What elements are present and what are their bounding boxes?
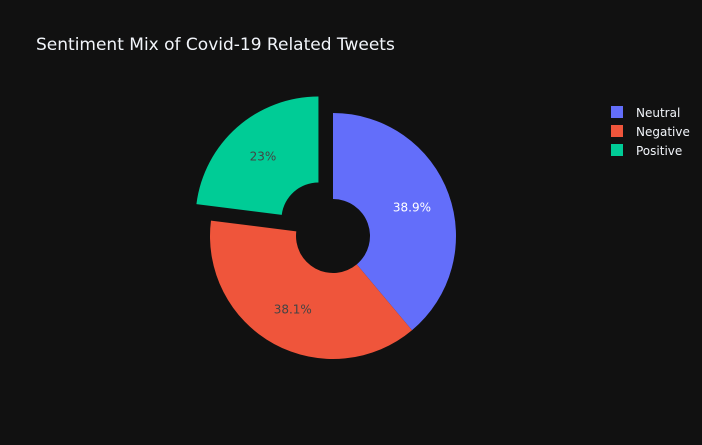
slice-label-positive: 23% <box>250 149 277 163</box>
pie-slice-labels: 38.9% 38.1% 23% <box>250 149 431 316</box>
legend-item-positive[interactable]: Positive <box>611 144 682 158</box>
legend-label-positive: Positive <box>636 144 682 158</box>
pie-slice-positive[interactable] <box>196 96 319 215</box>
pie-slices <box>196 96 456 359</box>
legend-swatch-positive <box>611 144 623 156</box>
legend-swatch-neutral <box>611 106 623 118</box>
legend-label-neutral: Neutral <box>636 106 680 120</box>
chart-title: Sentiment Mix of Covid-19 Related Tweets <box>36 35 395 55</box>
legend-item-neutral[interactable]: Neutral <box>611 106 680 120</box>
legend[interactable]: Neutral Negative Positive <box>611 106 690 158</box>
legend-item-negative[interactable]: Negative <box>611 125 690 139</box>
legend-swatch-negative <box>611 125 623 137</box>
slice-label-neutral: 38.9% <box>393 200 431 214</box>
pie-slice-negative[interactable] <box>210 220 412 359</box>
slice-label-negative: 38.1% <box>274 303 312 317</box>
legend-label-negative: Negative <box>636 125 690 139</box>
pie-slice-neutral[interactable] <box>333 113 456 331</box>
